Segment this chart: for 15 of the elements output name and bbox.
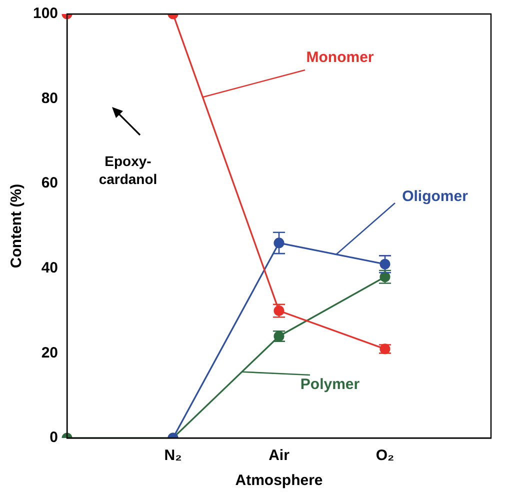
y-tick-label: 80 [41, 90, 58, 107]
y-tick-label: 60 [41, 174, 58, 192]
text: Polymer [300, 376, 360, 394]
x-axis-title: Atmosphere [235, 472, 323, 490]
x-tick-label: N₂ [164, 447, 182, 464]
y-tick-label: 0 [50, 429, 58, 446]
y-tick-label: 100 [32, 5, 58, 22]
y-axis-title: Content (%) [8, 184, 26, 268]
text: Monomer [306, 49, 374, 66]
text: Oligomer [402, 188, 468, 206]
annotation: Epoxy- cardanol [98, 152, 158, 187]
x-tick-label: Air [268, 447, 290, 464]
y-tick-label: 40 [41, 260, 58, 277]
x-tick-label: O₂ [376, 447, 394, 464]
y-tick-label: 20 [41, 344, 58, 362]
